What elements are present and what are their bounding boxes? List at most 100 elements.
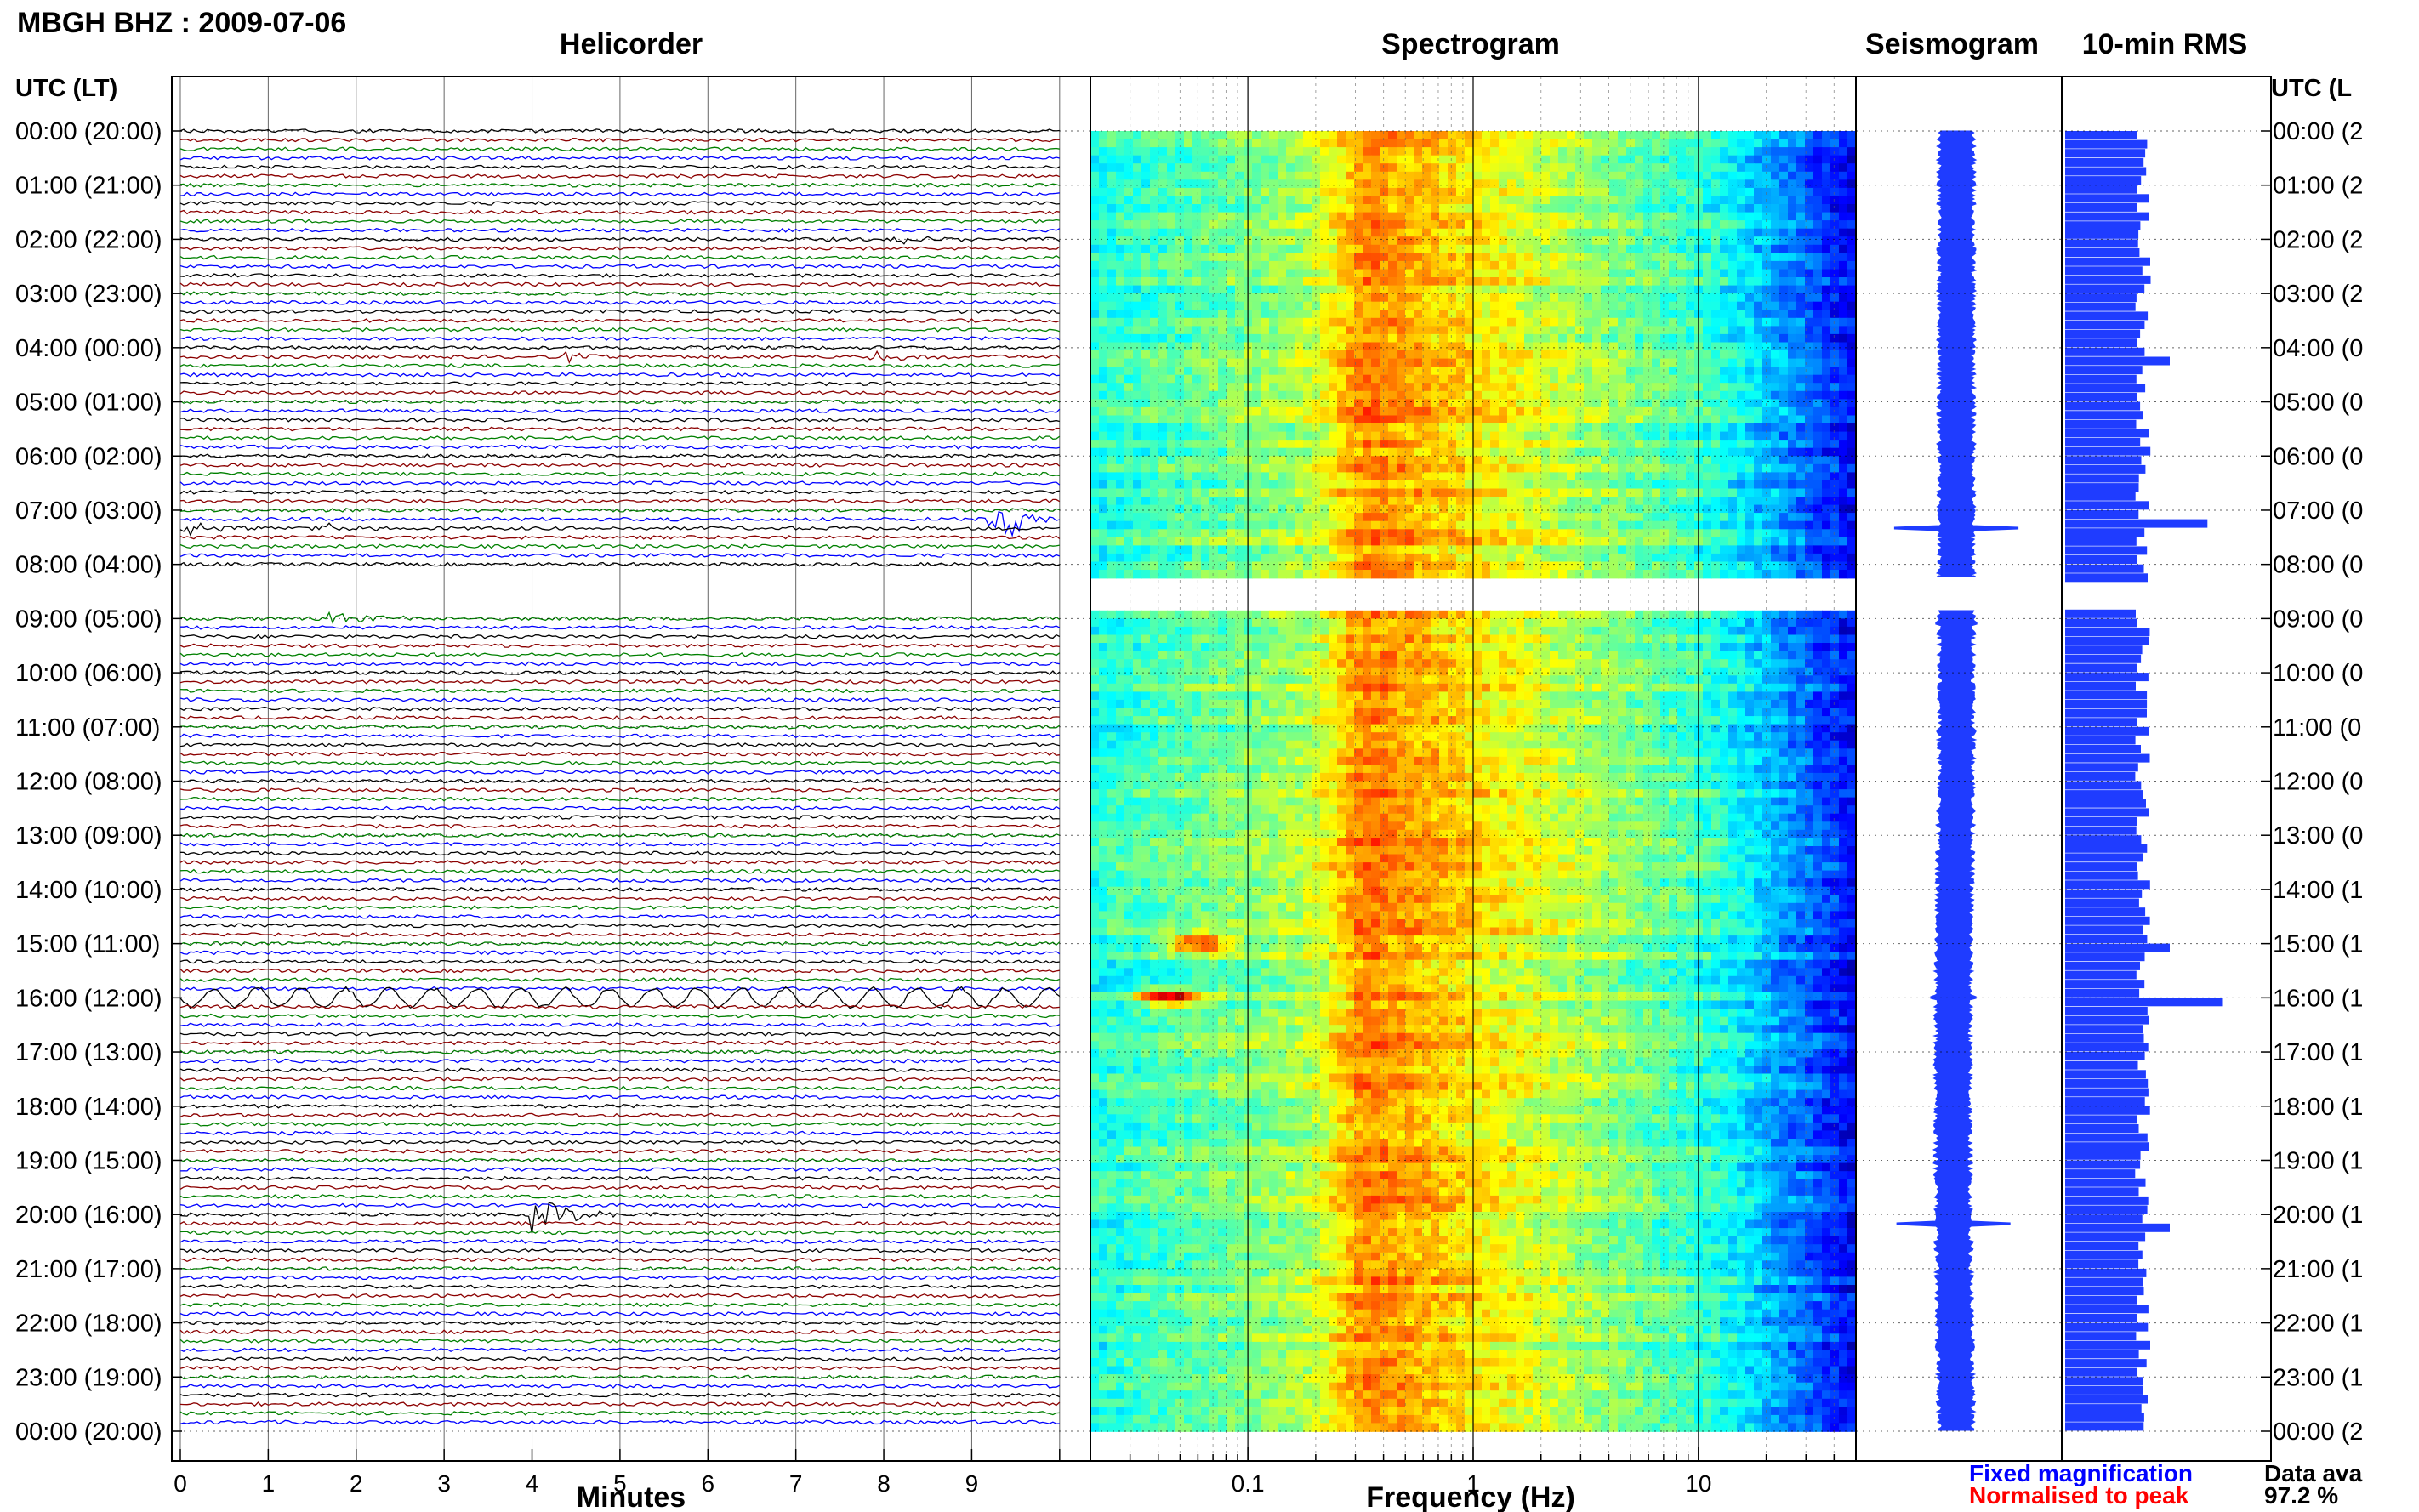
rms-bar: [2065, 1124, 2139, 1133]
helicorder-trace: [179, 363, 1061, 368]
helicorder-trace: [179, 760, 1060, 766]
rms-bar: [2065, 1133, 2148, 1142]
helicorder-trace: [179, 336, 1061, 342]
rms-bar: [2065, 817, 2137, 826]
rms-bar: [2065, 1404, 2142, 1413]
time-label-right: 08:00 (0: [2273, 552, 2363, 579]
helicorder-trace: [179, 815, 1060, 820]
spectrogram-x-tick: 0.1: [1232, 1470, 1265, 1497]
rms-bar: [2065, 1115, 2137, 1124]
rms-bar: [2065, 266, 2143, 276]
helicorder-x-tick: 6: [702, 1470, 715, 1497]
helicorder-trace: [179, 498, 1061, 504]
time-label-right: 12:00 (0: [2273, 769, 2363, 796]
rms-bar: [2065, 771, 2136, 781]
helicorder-trace: [179, 1031, 1061, 1037]
helicorder-trace: [179, 1040, 1061, 1046]
time-label-right: 01:00 (2: [2273, 173, 2363, 200]
rms-bar: [2065, 338, 2137, 348]
rms-bar: [2065, 1413, 2144, 1422]
rms-bar: [2065, 1142, 2149, 1151]
helicorder-trace: [179, 751, 1060, 757]
rms-bar: [2065, 763, 2138, 772]
rms-bar: [2065, 618, 2137, 628]
time-label-left: 10:00 (06:00): [15, 660, 162, 687]
helicorder-trace: [179, 1202, 1060, 1208]
rms-bar: [2065, 456, 2142, 465]
time-label-right: 05:00 (0: [2273, 389, 2363, 417]
helicorder-trace: [179, 1284, 1060, 1289]
time-label-left: 05:00 (01:00): [15, 389, 162, 417]
rms-bar: [2065, 826, 2137, 835]
helicorder-trace: [179, 643, 1060, 649]
seismogram-title: Seismogram: [1865, 28, 2039, 60]
time-label-left: 00:00 (20:00): [15, 118, 162, 145]
rms-bar: [2065, 1250, 2143, 1259]
rms-bar: [2065, 501, 2149, 510]
rms-bar: [2065, 429, 2149, 438]
rms-bar: [2065, 673, 2149, 682]
rms-bar: [2065, 1268, 2147, 1277]
rms-bar: [2065, 1377, 2143, 1386]
helicorder-trace: [180, 511, 1060, 537]
rms-bar: [2065, 1187, 2139, 1197]
helicorder-trace: [179, 634, 1061, 639]
time-label-left: 13:00 (09:00): [15, 822, 162, 850]
helicorder-trace: [179, 905, 1061, 910]
helicorder-trace: [179, 611, 1061, 624]
time-labels-right: 00:00 (2 01:00 (2 02:00 (2 03:00 (2 04:00 (0…: [2273, 118, 2363, 1446]
helicorder-trace: [179, 155, 1060, 161]
helicorder-trace: [179, 688, 1060, 694]
helicorder-trace: [179, 1401, 1061, 1407]
rms-bar: [2065, 1287, 2144, 1296]
rms-bar: [2065, 321, 2145, 329]
rms-bar: [2065, 1196, 2149, 1205]
helicorder-trace: [179, 868, 1061, 874]
helicorder-trace: [179, 841, 1060, 847]
rms-bar: [2065, 1060, 2138, 1070]
rms-panel: [2065, 131, 2223, 1431]
rms-bar: [2065, 1088, 2149, 1097]
helicorder-trace: [179, 1311, 1061, 1316]
rms-bar: [2065, 275, 2151, 284]
time-label-left: 18:00 (14:00): [15, 1094, 162, 1121]
helicorder-trace: [179, 1239, 1060, 1244]
rms-bar: [2065, 935, 2148, 943]
rms-bar: [2065, 781, 2142, 790]
rms-bar: [2065, 970, 2137, 980]
helicorder-panel: 0 1 2 3 4 5 6 7 8 9: [174, 77, 1061, 1497]
helicorder-trace: [179, 778, 1060, 784]
helicorder-trace: [179, 1320, 1060, 1326]
rms-bar: [2065, 1367, 2137, 1377]
spectrogram-x-tick: 10: [1685, 1470, 1711, 1497]
helicorder-trace: [179, 173, 1061, 179]
rms-bar: [2065, 311, 2149, 321]
time-label-left: 02:00 (22:00): [15, 226, 162, 253]
time-label-right: 20:00 (1: [2273, 1202, 2363, 1229]
rms-bar: [2065, 654, 2142, 663]
rms-title: 10-min RMS: [2082, 28, 2248, 60]
helicorder-trace: [179, 959, 1060, 964]
rms-bar: [2065, 438, 2141, 446]
rms-bar: [2065, 636, 2149, 645]
rms-bar: [2065, 1385, 2143, 1395]
rms-bar: [2065, 157, 2144, 167]
rms-bar: [2065, 835, 2142, 844]
helicorder-trace: [179, 932, 1060, 937]
rms-bar: [2065, 1422, 2144, 1431]
helicorder-trace: [179, 923, 1060, 929]
rms-bar: [2065, 401, 2141, 411]
time-label-left: 06:00 (02:00): [15, 443, 162, 470]
rms-bar: [2065, 1097, 2145, 1106]
helicorder-trace: [179, 164, 1061, 170]
time-label-left: 20:00 (16:00): [15, 1202, 162, 1229]
rms-bar: [2065, 384, 2146, 393]
helicorder-trace: [179, 1302, 1061, 1308]
time-label-right: 17:00 (1: [2273, 1039, 2363, 1066]
spectrogram-title: Spectrogram: [1381, 28, 1560, 60]
helicorder-trace: [179, 787, 1061, 793]
helicorder-x-tick: 2: [350, 1470, 363, 1497]
utc-lt-header-left: UTC (LT): [15, 75, 117, 102]
rms-bar: [2065, 202, 2137, 212]
rms-bar: [2065, 844, 2148, 853]
